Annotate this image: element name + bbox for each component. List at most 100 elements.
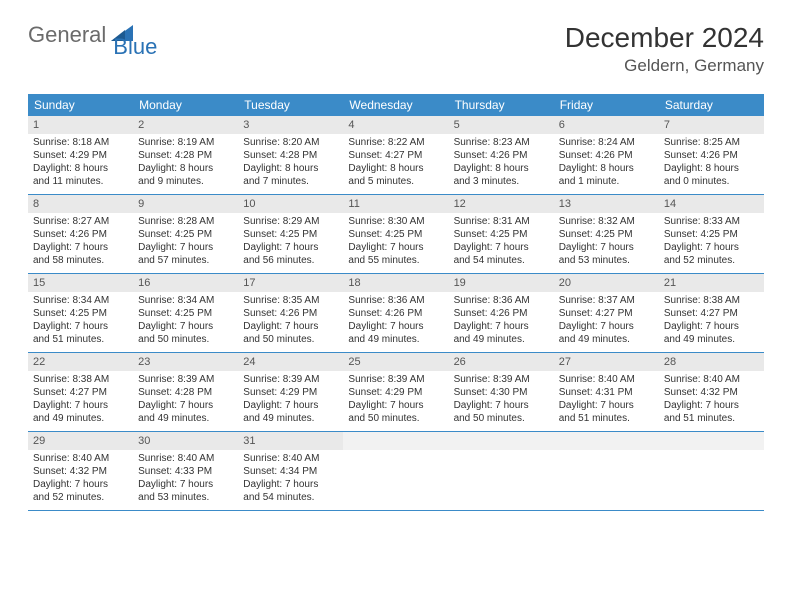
day-number	[343, 432, 448, 450]
sunset-text: Sunset: 4:26 PM	[454, 149, 549, 162]
day-cell: 1Sunrise: 8:18 AMSunset: 4:29 PMDaylight…	[28, 116, 133, 194]
sunrise-text: Sunrise: 8:20 AM	[243, 136, 338, 149]
sunset-text: Sunset: 4:26 PM	[454, 307, 549, 320]
sunset-text: Sunset: 4:25 PM	[559, 228, 654, 241]
daylight-text-1: Daylight: 7 hours	[243, 399, 338, 412]
page-title: December 2024	[565, 22, 764, 54]
daylight-text-1: Daylight: 7 hours	[454, 399, 549, 412]
daylight-text-2: and 3 minutes.	[454, 175, 549, 188]
day-body: Sunrise: 8:24 AMSunset: 4:26 PMDaylight:…	[554, 134, 659, 192]
day-body: Sunrise: 8:34 AMSunset: 4:25 PMDaylight:…	[28, 292, 133, 350]
daylight-text-1: Daylight: 7 hours	[33, 478, 128, 491]
daylight-text-2: and 54 minutes.	[454, 254, 549, 267]
day-number: 1	[28, 116, 133, 134]
day-number: 16	[133, 274, 238, 292]
sunset-text: Sunset: 4:30 PM	[454, 386, 549, 399]
daylight-text-2: and 57 minutes.	[138, 254, 233, 267]
weekday-header: Friday	[554, 94, 659, 116]
day-body: Sunrise: 8:40 AMSunset: 4:31 PMDaylight:…	[554, 371, 659, 429]
daylight-text-2: and 9 minutes.	[138, 175, 233, 188]
daylight-text-1: Daylight: 7 hours	[33, 241, 128, 254]
sunrise-text: Sunrise: 8:23 AM	[454, 136, 549, 149]
day-body: Sunrise: 8:40 AMSunset: 4:32 PMDaylight:…	[28, 450, 133, 508]
day-cell: 21Sunrise: 8:38 AMSunset: 4:27 PMDayligh…	[659, 274, 764, 352]
sunset-text: Sunset: 4:25 PM	[664, 228, 759, 241]
day-number: 6	[554, 116, 659, 134]
daylight-text-1: Daylight: 8 hours	[138, 162, 233, 175]
sunset-text: Sunset: 4:31 PM	[559, 386, 654, 399]
logo-text-general: General	[28, 22, 106, 48]
day-number: 12	[449, 195, 554, 213]
sunset-text: Sunset: 4:32 PM	[33, 465, 128, 478]
day-body: Sunrise: 8:39 AMSunset: 4:29 PMDaylight:…	[343, 371, 448, 429]
day-cell-empty	[659, 432, 764, 510]
day-number: 17	[238, 274, 343, 292]
day-cell: 2Sunrise: 8:19 AMSunset: 4:28 PMDaylight…	[133, 116, 238, 194]
sunrise-text: Sunrise: 8:40 AM	[559, 373, 654, 386]
day-cell: 26Sunrise: 8:39 AMSunset: 4:30 PMDayligh…	[449, 353, 554, 431]
daylight-text-1: Daylight: 7 hours	[559, 399, 654, 412]
day-body: Sunrise: 8:40 AMSunset: 4:33 PMDaylight:…	[133, 450, 238, 508]
day-number	[449, 432, 554, 450]
daylight-text-2: and 52 minutes.	[33, 491, 128, 504]
daylight-text-2: and 50 minutes.	[243, 333, 338, 346]
day-number: 7	[659, 116, 764, 134]
sunrise-text: Sunrise: 8:38 AM	[664, 294, 759, 307]
daylight-text-2: and 55 minutes.	[348, 254, 443, 267]
sunset-text: Sunset: 4:26 PM	[348, 307, 443, 320]
daylight-text-1: Daylight: 7 hours	[33, 399, 128, 412]
day-number: 27	[554, 353, 659, 371]
day-body: Sunrise: 8:40 AMSunset: 4:34 PMDaylight:…	[238, 450, 343, 508]
logo-text-blue: Blue	[113, 34, 157, 60]
sunrise-text: Sunrise: 8:25 AM	[664, 136, 759, 149]
sunrise-text: Sunrise: 8:19 AM	[138, 136, 233, 149]
daylight-text-1: Daylight: 8 hours	[454, 162, 549, 175]
daylight-text-2: and 51 minutes.	[559, 412, 654, 425]
week-row: 29Sunrise: 8:40 AMSunset: 4:32 PMDayligh…	[28, 432, 764, 511]
day-body: Sunrise: 8:28 AMSunset: 4:25 PMDaylight:…	[133, 213, 238, 271]
sunset-text: Sunset: 4:28 PM	[138, 386, 233, 399]
day-cell: 30Sunrise: 8:40 AMSunset: 4:33 PMDayligh…	[133, 432, 238, 510]
sunrise-text: Sunrise: 8:38 AM	[33, 373, 128, 386]
week-row: 15Sunrise: 8:34 AMSunset: 4:25 PMDayligh…	[28, 274, 764, 353]
sunrise-text: Sunrise: 8:33 AM	[664, 215, 759, 228]
day-body: Sunrise: 8:30 AMSunset: 4:25 PMDaylight:…	[343, 213, 448, 271]
daylight-text-1: Daylight: 7 hours	[559, 241, 654, 254]
sunrise-text: Sunrise: 8:31 AM	[454, 215, 549, 228]
sunrise-text: Sunrise: 8:40 AM	[138, 452, 233, 465]
sunrise-text: Sunrise: 8:34 AM	[138, 294, 233, 307]
day-cell: 24Sunrise: 8:39 AMSunset: 4:29 PMDayligh…	[238, 353, 343, 431]
sunset-text: Sunset: 4:27 PM	[348, 149, 443, 162]
day-number: 24	[238, 353, 343, 371]
sunrise-text: Sunrise: 8:39 AM	[243, 373, 338, 386]
sunrise-text: Sunrise: 8:35 AM	[243, 294, 338, 307]
day-body: Sunrise: 8:31 AMSunset: 4:25 PMDaylight:…	[449, 213, 554, 271]
daylight-text-1: Daylight: 7 hours	[138, 478, 233, 491]
day-cell: 6Sunrise: 8:24 AMSunset: 4:26 PMDaylight…	[554, 116, 659, 194]
weekday-header: Wednesday	[343, 94, 448, 116]
daylight-text-2: and 54 minutes.	[243, 491, 338, 504]
daylight-text-1: Daylight: 7 hours	[243, 478, 338, 491]
day-cell: 25Sunrise: 8:39 AMSunset: 4:29 PMDayligh…	[343, 353, 448, 431]
sunrise-text: Sunrise: 8:40 AM	[243, 452, 338, 465]
daylight-text-1: Daylight: 7 hours	[348, 399, 443, 412]
calendar: SundayMondayTuesdayWednesdayThursdayFrid…	[28, 94, 764, 511]
sunrise-text: Sunrise: 8:36 AM	[348, 294, 443, 307]
sunrise-text: Sunrise: 8:39 AM	[348, 373, 443, 386]
sunset-text: Sunset: 4:29 PM	[348, 386, 443, 399]
daylight-text-2: and 58 minutes.	[33, 254, 128, 267]
day-cell: 14Sunrise: 8:33 AMSunset: 4:25 PMDayligh…	[659, 195, 764, 273]
day-cell: 5Sunrise: 8:23 AMSunset: 4:26 PMDaylight…	[449, 116, 554, 194]
day-body: Sunrise: 8:34 AMSunset: 4:25 PMDaylight:…	[133, 292, 238, 350]
sunset-text: Sunset: 4:25 PM	[348, 228, 443, 241]
day-cell: 17Sunrise: 8:35 AMSunset: 4:26 PMDayligh…	[238, 274, 343, 352]
sunset-text: Sunset: 4:33 PM	[138, 465, 233, 478]
daylight-text-2: and 50 minutes.	[348, 412, 443, 425]
sunset-text: Sunset: 4:25 PM	[33, 307, 128, 320]
day-number	[554, 432, 659, 450]
weekday-header: Sunday	[28, 94, 133, 116]
day-body: Sunrise: 8:35 AMSunset: 4:26 PMDaylight:…	[238, 292, 343, 350]
daylight-text-2: and 53 minutes.	[138, 491, 233, 504]
daylight-text-2: and 53 minutes.	[559, 254, 654, 267]
day-number: 21	[659, 274, 764, 292]
